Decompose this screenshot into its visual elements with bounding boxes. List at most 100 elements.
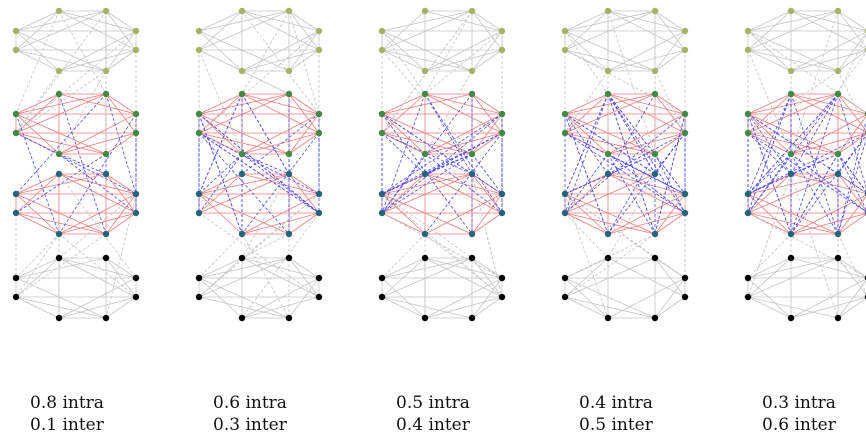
graph-node <box>834 170 842 178</box>
inter-edge-blue <box>381 93 426 214</box>
graph-node <box>604 170 612 178</box>
graph-node <box>55 7 63 15</box>
intra-edge <box>381 296 473 319</box>
intra-edge <box>747 113 839 155</box>
intra-edge <box>58 30 137 72</box>
intra-edge <box>15 93 107 115</box>
inter-edge-blue <box>747 113 792 235</box>
intra-edge <box>15 10 60 51</box>
intra-edge <box>288 212 320 235</box>
graph-node <box>498 129 506 137</box>
intra-edge <box>241 93 320 134</box>
inter-edge-blue <box>607 132 686 235</box>
graph-node <box>55 90 63 98</box>
graph-node <box>498 209 506 217</box>
intra-edge <box>15 49 60 72</box>
intra-edge <box>471 193 503 235</box>
intra-edge <box>198 30 290 72</box>
intra-edge <box>471 173 503 214</box>
inter-edge-blue <box>564 132 686 214</box>
inter-edge-blue <box>564 153 609 214</box>
inter-edge-blue <box>747 93 839 195</box>
intra-edge <box>381 257 473 298</box>
inter-edge-gray <box>424 30 503 95</box>
inter-edge-blue <box>15 93 107 195</box>
intra-edge <box>241 30 320 72</box>
graph-node <box>378 190 386 198</box>
intra-edge <box>564 296 656 319</box>
graph-node <box>468 90 476 98</box>
graph-node <box>315 129 323 137</box>
graph-node <box>681 46 689 54</box>
intra-edge <box>607 173 686 214</box>
intra-edge <box>381 93 426 134</box>
intra-edge <box>381 10 426 51</box>
panel-caption-4: 0.4 intra 0.5 inter <box>579 392 719 436</box>
intra-edge <box>15 173 107 195</box>
graph-node <box>102 150 110 158</box>
intra-edge <box>471 257 503 279</box>
intra-edge <box>198 257 290 298</box>
graph-node <box>132 46 140 54</box>
intra-edge <box>564 212 656 235</box>
inter-edge-blue <box>607 93 656 175</box>
intra-edge <box>424 277 503 319</box>
inter-edge-gray <box>837 70 866 130</box>
graph-node <box>102 314 110 322</box>
intra-edge <box>424 173 503 214</box>
intra-edge <box>790 114 866 155</box>
intra-edge <box>654 49 686 72</box>
intra-edge <box>654 277 686 319</box>
intra-edge <box>790 31 866 72</box>
inter-edge-blue <box>564 113 656 175</box>
graph-node <box>132 274 140 282</box>
intra-edge <box>607 93 686 115</box>
intra-edge <box>790 93 866 114</box>
intra-edge <box>564 30 609 72</box>
graph-node <box>744 274 752 282</box>
graph-node <box>681 293 689 301</box>
inter-label: 0.1 inter <box>30 415 104 435</box>
graph-node <box>102 170 110 178</box>
intra-edge <box>564 132 656 155</box>
graph-node <box>238 314 246 322</box>
intra-edge <box>564 193 609 235</box>
graph-node <box>744 27 752 35</box>
graph-node <box>421 90 429 98</box>
inter-edge-gray <box>381 30 426 95</box>
intra-label: 0.3 intra <box>762 393 836 413</box>
graph-node <box>12 274 20 282</box>
inter-edge-blue <box>790 134 866 235</box>
intra-edge <box>424 173 503 195</box>
inter-edge-blue <box>654 153 686 214</box>
inter-edge-blue <box>747 132 866 213</box>
inter-edge-gray <box>198 49 243 155</box>
graph-node <box>787 150 795 158</box>
intra-edge <box>381 113 473 155</box>
graph-node <box>604 7 612 15</box>
intra-edge <box>105 173 137 214</box>
inter-edge-blue <box>424 132 503 175</box>
graph-node <box>604 254 612 262</box>
graph-node <box>651 67 659 75</box>
intra-label: 0.8 intra <box>30 393 104 413</box>
intra-edge <box>58 277 137 319</box>
graph-node <box>285 67 293 75</box>
graph-node <box>834 7 842 15</box>
graph-node <box>744 129 752 137</box>
intra-edge <box>564 30 656 72</box>
inter-edge-blue <box>471 153 503 195</box>
graph-node <box>834 254 842 262</box>
intra-edge <box>607 173 686 195</box>
inter-edge-blue <box>564 93 609 195</box>
graph-node <box>12 190 20 198</box>
intra-edge <box>607 212 686 235</box>
panel-caption-1: 0.8 intra 0.1 inter <box>30 392 170 436</box>
graph-node <box>561 110 569 118</box>
graph-node <box>498 190 506 198</box>
intra-edge <box>58 49 137 72</box>
graph-node <box>378 274 386 282</box>
intra-edge <box>564 257 609 279</box>
inter-edge-blue <box>381 132 473 175</box>
graph-node <box>102 7 110 15</box>
